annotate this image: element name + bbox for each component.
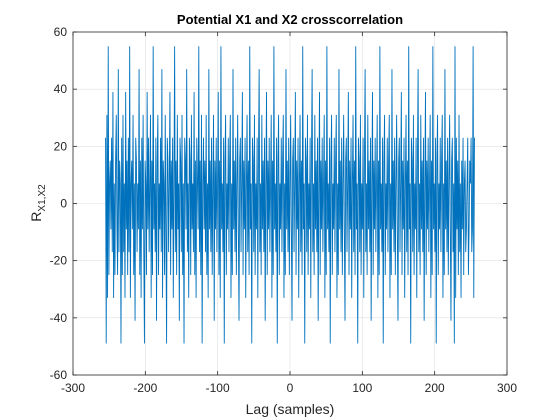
y-tick-label: -60	[50, 368, 68, 382]
x-tick-label: 0	[287, 381, 294, 395]
y-tick-label: 0	[60, 197, 67, 211]
x-axis-label: Lag (samples)	[246, 401, 335, 417]
y-tick-label: 20	[54, 139, 68, 153]
y-tick-label: 40	[54, 82, 68, 96]
y-tick-label: 60	[54, 25, 68, 39]
x-tick-label: 200	[425, 381, 445, 395]
y-axis-label-main: R	[28, 212, 44, 222]
chart-title: Potential X1 and X2 crosscorrelation	[177, 12, 403, 27]
y-axis-label-subscript: X1,X2	[37, 184, 48, 212]
x-tick-label: -300	[61, 381, 85, 395]
y-tick-label: -40	[50, 311, 68, 325]
x-tick-label: 300	[497, 381, 517, 395]
y-tick-label: -20	[50, 254, 68, 268]
x-tick-label: -200	[133, 381, 157, 395]
x-tick-label: 100	[352, 381, 372, 395]
x-tick-label: -100	[206, 381, 230, 395]
